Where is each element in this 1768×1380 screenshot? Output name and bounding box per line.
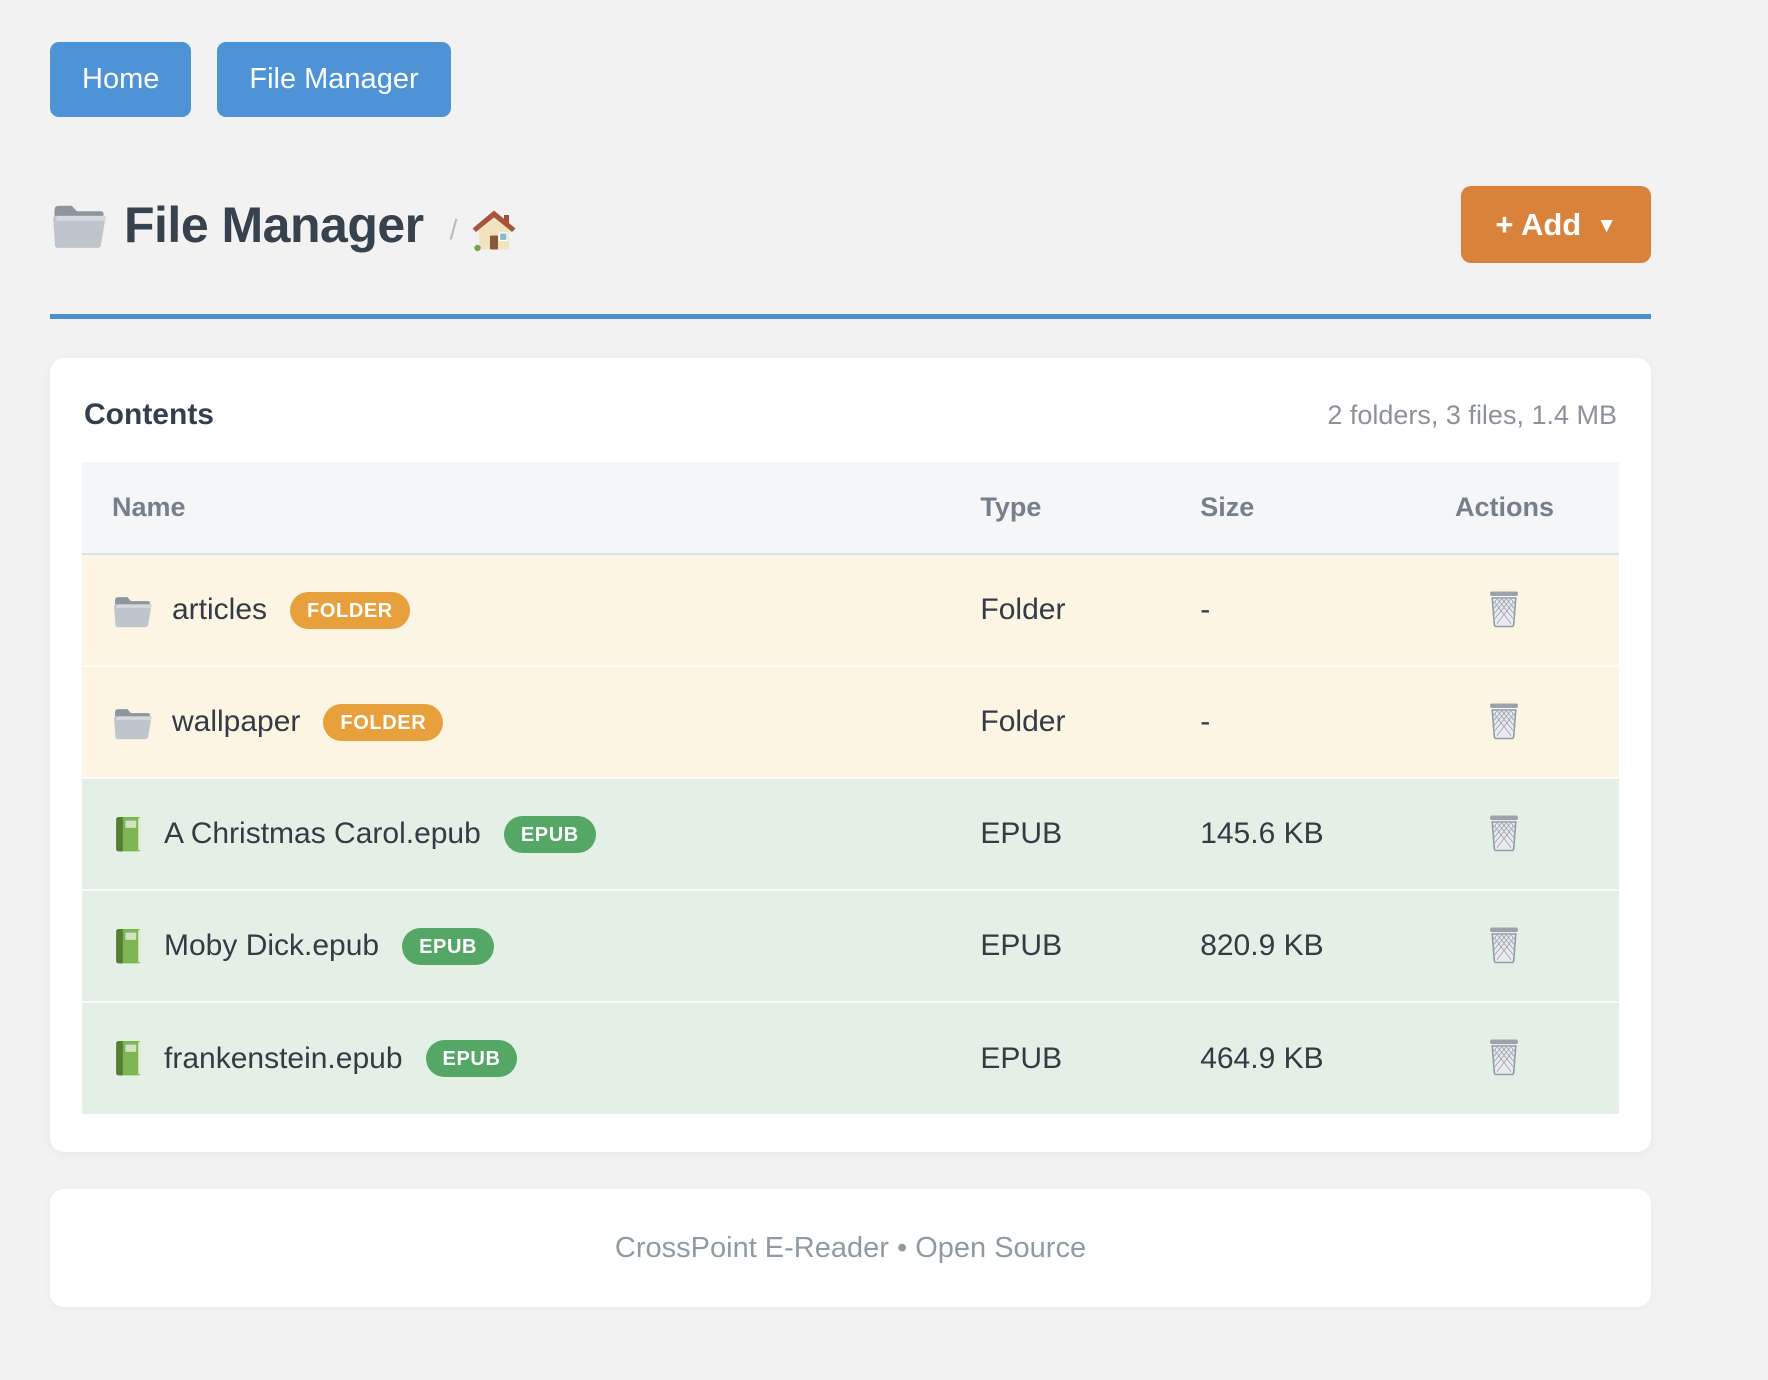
trash-icon xyxy=(1486,1036,1522,1077)
file-name-link[interactable]: wallpaper xyxy=(172,705,301,738)
file-type-badge: FOLDER xyxy=(290,591,410,629)
column-header-actions: Actions xyxy=(1389,462,1619,555)
footer: CrossPoint E-Reader • Open Source xyxy=(50,1189,1651,1307)
file-type-badge: FOLDER xyxy=(323,703,444,741)
caret-down-icon: ▼ xyxy=(1596,214,1617,237)
folder-icon xyxy=(112,705,153,740)
column-header-name: Name xyxy=(82,462,951,555)
trash-icon xyxy=(1486,924,1522,965)
breadcrumb-separator: / xyxy=(449,213,458,245)
page-title: File Manager xyxy=(124,196,424,253)
delete-button[interactable] xyxy=(1480,696,1528,745)
file-name-link[interactable]: A Christmas Carol.epub xyxy=(164,817,481,850)
footer-text: CrossPoint E-Reader • Open Source xyxy=(614,1231,1087,1264)
delete-button[interactable] xyxy=(1480,808,1528,857)
file-name-link[interactable]: articles xyxy=(172,593,268,626)
delete-button[interactable] xyxy=(1480,1032,1528,1081)
file-type-badge: EPUB xyxy=(503,815,596,853)
book-icon xyxy=(112,927,145,966)
file-name-link[interactable]: frankenstein.epub xyxy=(164,1041,403,1075)
nav-file-manager-button[interactable]: File Manager xyxy=(217,42,451,117)
file-type-cell: EPUB xyxy=(950,889,1171,1002)
delete-button[interactable] xyxy=(1480,584,1528,633)
file-size-cell: - xyxy=(1200,593,1211,626)
table-body: articles FOLDER Folder - xyxy=(82,554,1619,1114)
file-type-badge: EPUB xyxy=(425,1040,518,1077)
table-row: A Christmas Carol.epub EPUB EPUB 145.6 K… xyxy=(82,777,1619,890)
file-type-cell: EPUB xyxy=(950,777,1171,890)
page: Home File Manager File Manager / xyxy=(50,42,1651,1307)
file-type-cell: Folder xyxy=(980,593,1066,626)
contents-summary: 2 folders, 3 files, 1.4 MB xyxy=(1327,400,1617,430)
trash-icon xyxy=(1486,812,1522,853)
contents-heading: Contents xyxy=(84,398,214,431)
trash-icon xyxy=(1486,588,1522,629)
top-nav: Home File Manager xyxy=(50,42,1651,117)
title-group: File Manager / xyxy=(50,196,517,254)
folder-icon xyxy=(50,200,108,249)
trash-icon xyxy=(1486,700,1522,741)
contents-card-header: Contents 2 folders, 3 files, 1.4 MB xyxy=(82,394,1619,462)
file-table-header: Name Type Size Actions xyxy=(82,462,1619,555)
table-row: Moby Dick.epub EPUB EPUB 820.9 KB xyxy=(82,889,1619,1002)
table-row: frankenstein.epub EPUB EPUB 464.9 KB xyxy=(82,1001,1619,1114)
add-button-label: + Add xyxy=(1495,206,1582,242)
title-underline xyxy=(50,314,1651,319)
file-size-cell: 820.9 KB xyxy=(1170,889,1390,1002)
file-type-badge: EPUB xyxy=(402,927,495,965)
book-icon xyxy=(112,1039,145,1078)
book-icon xyxy=(112,815,145,854)
contents-card: Contents 2 folders, 3 files, 1.4 MB Name… xyxy=(50,358,1651,1152)
page-header: File Manager / + Add ▼ xyxy=(50,186,1651,263)
delete-button[interactable] xyxy=(1480,920,1528,969)
file-name-link[interactable]: Moby Dick.epub xyxy=(164,929,380,962)
file-table: Name Type Size Actions xyxy=(82,462,1619,1114)
column-header-size: Size xyxy=(1170,462,1390,555)
file-size-cell: 145.6 KB xyxy=(1170,777,1390,890)
file-type-cell: Folder xyxy=(950,665,1171,778)
file-size-cell: 464.9 KB xyxy=(1170,1001,1390,1114)
nav-home-button[interactable]: Home xyxy=(50,42,192,117)
add-button[interactable]: + Add ▼ xyxy=(1461,186,1651,263)
folder-icon xyxy=(112,593,153,628)
column-header-type: Type xyxy=(950,462,1171,555)
house-icon[interactable] xyxy=(471,208,517,252)
file-size-cell: - xyxy=(1170,665,1390,778)
file-type-cell: EPUB xyxy=(950,1001,1171,1114)
table-row: wallpaper FOLDER Folder - xyxy=(82,665,1619,778)
table-row: articles FOLDER Folder - xyxy=(82,554,1619,666)
